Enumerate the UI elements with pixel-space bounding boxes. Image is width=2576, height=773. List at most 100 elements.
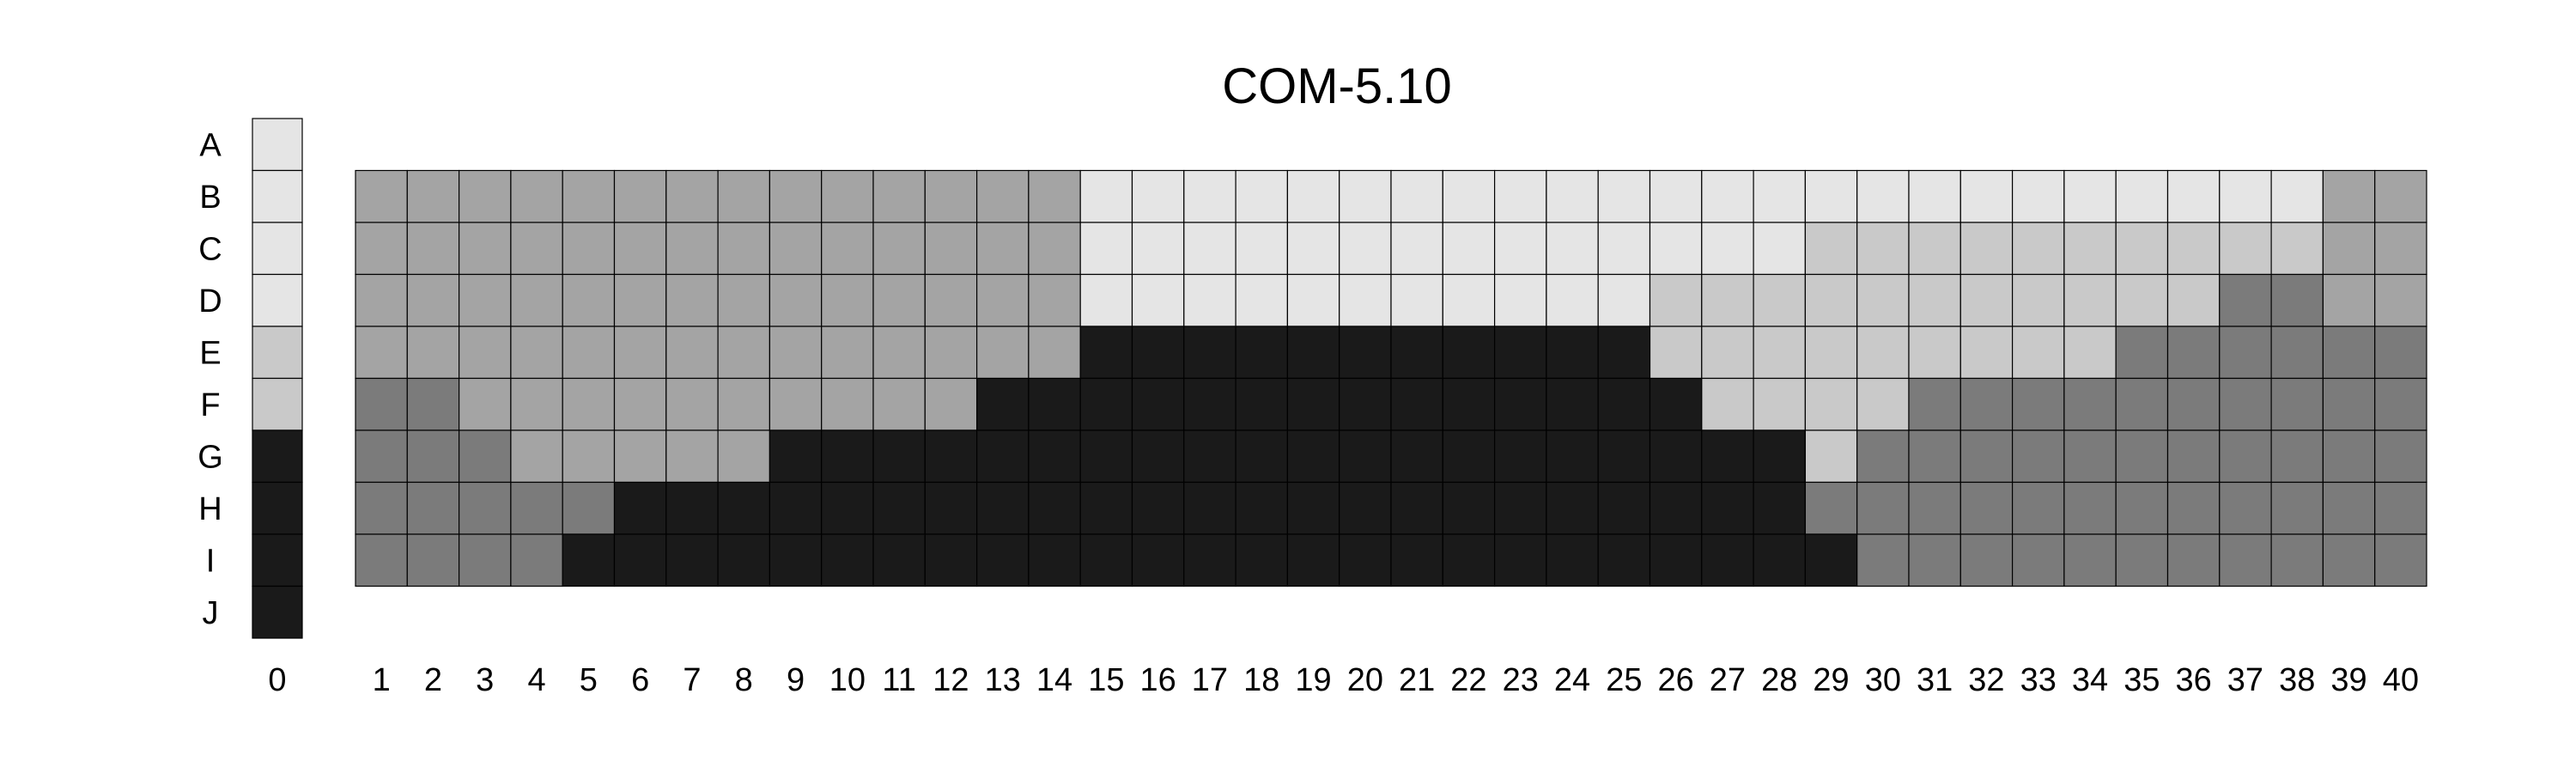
cell-c-33 <box>2012 222 2065 276</box>
cell-i-38 <box>2270 533 2324 587</box>
cell-c-12 <box>924 222 978 276</box>
cell-c-40 <box>2374 222 2427 276</box>
cell-i-36 <box>2166 533 2221 587</box>
cell-b-35 <box>2115 169 2169 223</box>
key-cell-b <box>252 169 303 223</box>
key-cell-c <box>252 222 303 276</box>
column-label-39: 39 <box>2330 662 2366 698</box>
cell-f-40 <box>2374 377 2427 431</box>
row-label-a: A <box>199 127 222 163</box>
cell-e-33 <box>2012 326 2065 380</box>
cell-b-26 <box>1649 169 1703 223</box>
column-label-16: 16 <box>1140 662 1176 698</box>
cell-i-32 <box>1959 533 2014 587</box>
cell-g-3 <box>458 429 512 484</box>
cell-h-38 <box>2270 481 2324 535</box>
column-label-15: 15 <box>1088 662 1124 698</box>
cell-f-7 <box>665 377 719 431</box>
cell-e-29 <box>1804 326 1858 380</box>
cell-c-16 <box>1131 222 1185 276</box>
cell-d-25 <box>1597 273 1651 327</box>
cell-h-31 <box>1908 481 1961 535</box>
cell-i-25 <box>1597 533 1651 587</box>
cell-c-38 <box>2270 222 2324 276</box>
cell-i-3 <box>458 533 512 587</box>
cell-b-10 <box>821 169 874 223</box>
cell-e-24 <box>1546 326 1599 380</box>
column-label-38: 38 <box>2279 662 2315 698</box>
column-label-29: 29 <box>1813 662 1849 698</box>
cell-e-9 <box>769 326 823 380</box>
cell-h-8 <box>717 481 770 535</box>
cell-f-26 <box>1649 377 1703 431</box>
column-label-37: 37 <box>2227 662 2263 698</box>
cell-b-14 <box>1028 169 1081 223</box>
cell-e-37 <box>2219 326 2272 380</box>
cell-h-19 <box>1286 481 1340 535</box>
cell-e-30 <box>1856 326 1910 380</box>
cell-f-35 <box>2115 377 2169 431</box>
cell-c-14 <box>1028 222 1081 276</box>
cell-c-9 <box>769 222 823 276</box>
cell-b-33 <box>2012 169 2065 223</box>
cell-c-37 <box>2219 222 2272 276</box>
cell-i-9 <box>769 533 823 587</box>
row-label-j: J <box>203 595 219 631</box>
cell-b-21 <box>1390 169 1443 223</box>
cell-d-34 <box>2063 273 2117 327</box>
cell-g-1 <box>355 429 408 484</box>
cell-d-31 <box>1908 273 1961 327</box>
cell-i-31 <box>1908 533 1961 587</box>
cell-b-15 <box>1079 169 1133 223</box>
cell-e-22 <box>1442 326 1496 380</box>
cell-h-24 <box>1546 481 1599 535</box>
cell-b-17 <box>1183 169 1236 223</box>
cell-e-12 <box>924 326 978 380</box>
cell-e-27 <box>1701 326 1754 380</box>
cell-g-35 <box>2115 429 2169 484</box>
cell-b-23 <box>1493 169 1547 223</box>
cell-c-23 <box>1493 222 1547 276</box>
cell-i-15 <box>1079 533 1133 587</box>
cell-d-35 <box>2115 273 2169 327</box>
cell-h-33 <box>2012 481 2065 535</box>
cell-c-36 <box>2166 222 2221 276</box>
column-label-12: 12 <box>933 662 969 698</box>
cell-c-15 <box>1079 222 1133 276</box>
cell-c-19 <box>1286 222 1340 276</box>
cell-f-21 <box>1390 377 1443 431</box>
cell-f-6 <box>613 377 667 431</box>
cell-i-30 <box>1856 533 1910 587</box>
cell-e-16 <box>1131 326 1185 380</box>
cell-d-38 <box>2270 273 2324 327</box>
cell-i-11 <box>872 533 926 587</box>
cell-b-36 <box>2166 169 2221 223</box>
cell-i-20 <box>1339 533 1392 587</box>
cell-g-29 <box>1804 429 1858 484</box>
cell-e-26 <box>1649 326 1703 380</box>
cell-d-37 <box>2219 273 2272 327</box>
column-label-21: 21 <box>1399 662 1435 698</box>
cell-c-4 <box>510 222 563 276</box>
column-label-5: 5 <box>580 662 598 698</box>
cell-g-17 <box>1183 429 1236 484</box>
cell-e-18 <box>1235 326 1288 380</box>
cell-h-36 <box>2166 481 2221 535</box>
cell-c-22 <box>1442 222 1496 276</box>
cell-b-24 <box>1546 169 1599 223</box>
key-cell-d <box>252 273 303 327</box>
cell-i-34 <box>2063 533 2117 587</box>
column-label-23: 23 <box>1503 662 1539 698</box>
column-label-31: 31 <box>1917 662 1953 698</box>
cell-f-27 <box>1701 377 1754 431</box>
cell-f-36 <box>2166 377 2221 431</box>
cell-e-15 <box>1079 326 1133 380</box>
cell-b-38 <box>2270 169 2324 223</box>
cell-h-20 <box>1339 481 1392 535</box>
cell-f-24 <box>1546 377 1599 431</box>
cell-h-10 <box>821 481 874 535</box>
cell-h-21 <box>1390 481 1443 535</box>
cell-f-22 <box>1442 377 1496 431</box>
cell-f-18 <box>1235 377 1288 431</box>
